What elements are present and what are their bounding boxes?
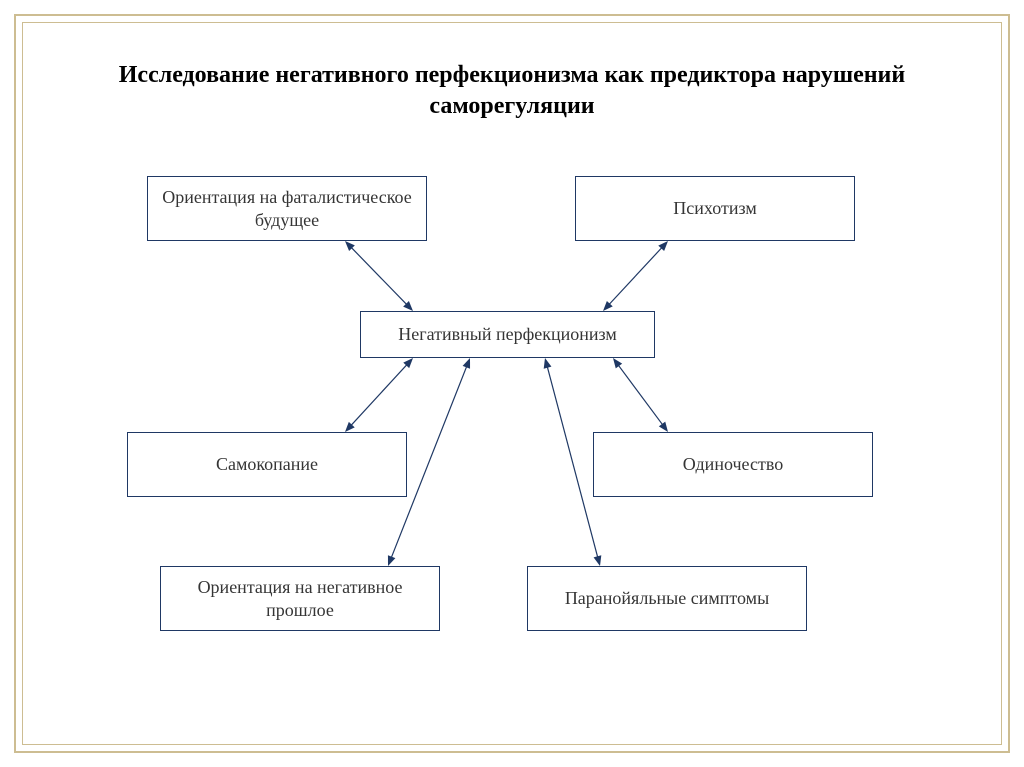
slide: Исследование негативного перфекционизма …: [0, 0, 1024, 767]
node-bottom-right: Паранойяльные симптомы: [527, 566, 807, 631]
frame-inner: [22, 22, 1002, 745]
node-top-right: Психотизм: [575, 176, 855, 241]
slide-title: Исследование негативного перфекционизма …: [112, 60, 912, 122]
node-mid-left: Самокопание: [127, 432, 407, 497]
node-mid-right: Одиночество: [593, 432, 873, 497]
node-center: Негативный перфекционизм: [360, 311, 655, 358]
node-top-left: Ориентация на фаталистическое будущее: [147, 176, 427, 241]
node-bottom-left: Ориентация на негативное прошлое: [160, 566, 440, 631]
